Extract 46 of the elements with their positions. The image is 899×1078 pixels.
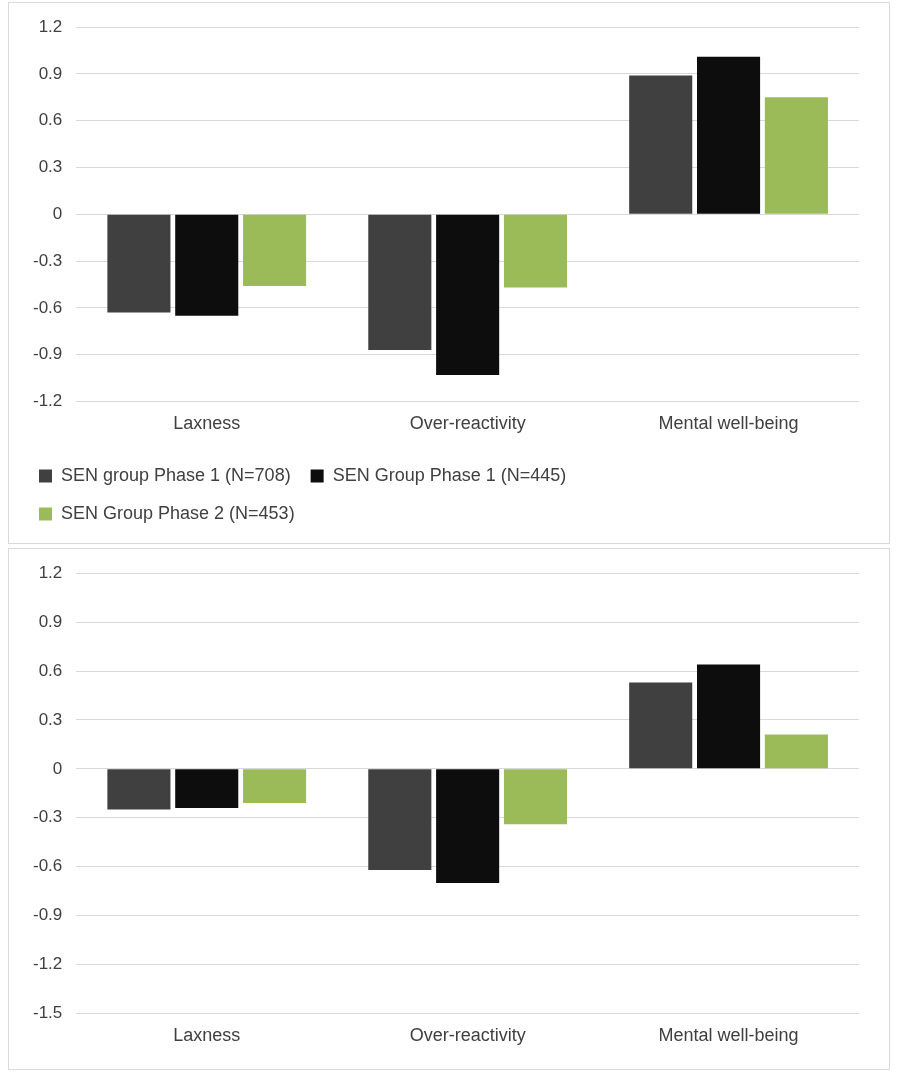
bar [764, 734, 828, 769]
x-tick-label: Laxness [173, 413, 241, 434]
bar [629, 682, 693, 769]
bar [107, 214, 171, 313]
bar [629, 75, 693, 214]
x-tick-label: Mental well-being [658, 1025, 799, 1046]
y-tick-label: -1.2 [33, 391, 63, 411]
y-tick-label: -0.6 [33, 856, 63, 876]
x-tick-label: Over-reactivity [409, 1025, 526, 1046]
y-tick-label: -0.3 [33, 250, 63, 270]
y-tick-label: 0.6 [38, 110, 63, 130]
y-tick-label: 1.2 [38, 16, 63, 36]
legend-label: SEN Group Phase 1 (N=445) [332, 464, 567, 485]
bar [436, 214, 500, 375]
bar [503, 769, 568, 825]
bar [107, 769, 171, 810]
y-tick-label: 0.3 [38, 709, 63, 729]
y-tick-label: 0.3 [38, 157, 63, 177]
bar [368, 214, 432, 350]
y-tick-label: 0.9 [38, 611, 63, 631]
bar [697, 664, 761, 769]
y-tick-label: -0.9 [33, 905, 63, 925]
y-tick-label: -1.2 [33, 954, 63, 974]
bar [697, 56, 761, 214]
y-tick-label: -1.5 [33, 1003, 63, 1023]
legend-label: SEN group Phase 1 (N=708) [61, 464, 291, 485]
legend-label: SEN Group Phase 2 (N=453) [61, 502, 295, 523]
bar [243, 769, 307, 804]
y-tick-label: 0.9 [38, 63, 63, 83]
x-tick-label: Mental well-being [658, 413, 799, 434]
bar [503, 214, 568, 288]
bar [243, 214, 307, 287]
x-tick-label: Laxness [173, 1025, 241, 1046]
bar [764, 97, 828, 214]
y-tick-label: 0.6 [38, 660, 63, 680]
y-tick-label: 0 [52, 203, 63, 223]
bar [175, 769, 239, 808]
y-tick-label: -0.3 [33, 807, 63, 827]
bar [368, 769, 432, 870]
bar [436, 769, 500, 883]
y-tick-label: -0.6 [33, 297, 63, 317]
y-tick-label: -0.9 [33, 344, 63, 364]
x-tick-label: Over-reactivity [409, 413, 526, 434]
y-tick-label: 1.2 [38, 562, 63, 582]
bar [175, 214, 239, 316]
y-tick-label: 0 [52, 758, 63, 778]
